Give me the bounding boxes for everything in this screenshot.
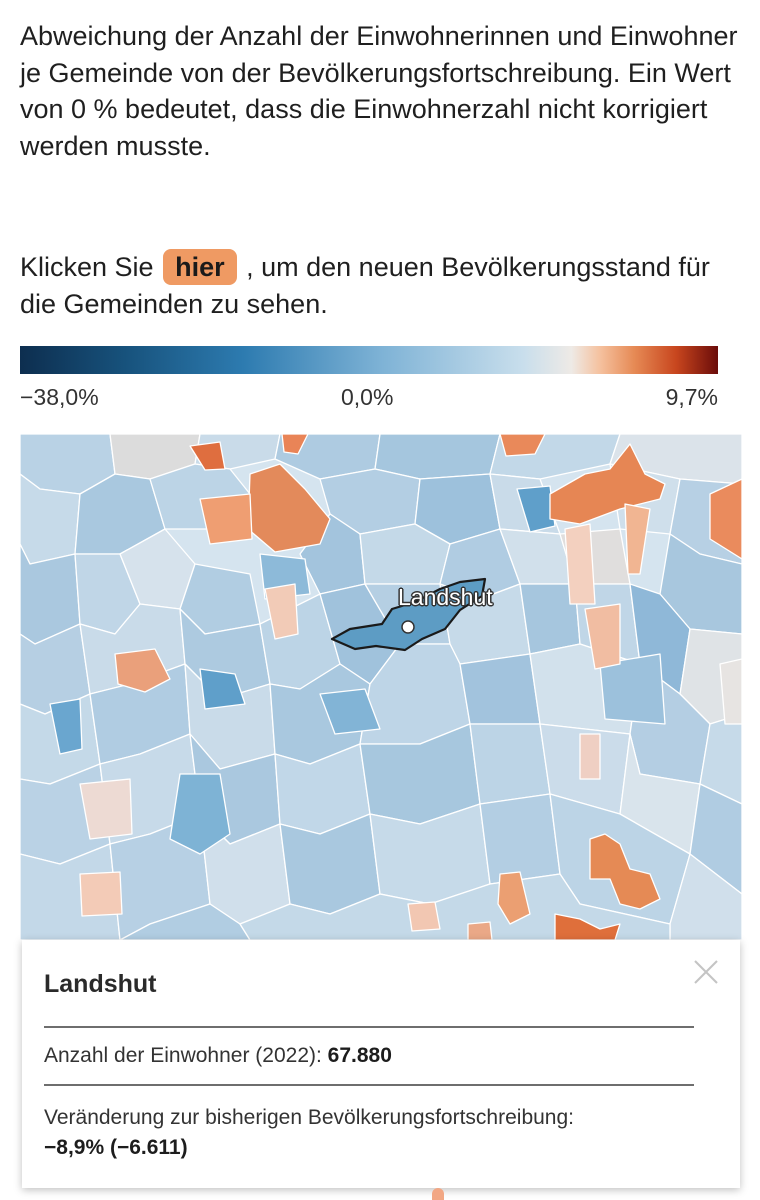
- legend-mid-label: 0,0%: [341, 384, 394, 410]
- municipality-area[interactable]: [79, 778, 133, 840]
- divider: [44, 1026, 694, 1028]
- map-city-label: Landshut: [398, 584, 493, 610]
- landshut-marker: [401, 620, 415, 634]
- municipality-area[interactable]: [49, 698, 83, 755]
- change-label: Veränderung zur bisherigen Bevölkerungsf…: [44, 1106, 574, 1129]
- municipality-area[interactable]: [599, 653, 666, 725]
- municipality-area[interactable]: [247, 463, 331, 553]
- municipality-area[interactable]: [584, 603, 621, 670]
- municipality-area[interactable]: [407, 901, 441, 932]
- municipality-area[interactable]: [281, 434, 309, 455]
- click-hint-prefix: Klicken Sie: [20, 252, 162, 282]
- map-description: Abweichung der Anzahl der Einwohnerinnen…: [20, 21, 738, 161]
- municipality-area[interactable]: [199, 493, 253, 545]
- municipality-area[interactable]: [374, 434, 501, 480]
- population-value: 67.880: [327, 1044, 392, 1067]
- hier-button[interactable]: hier: [163, 249, 237, 285]
- legend-min-label: −38,0%: [20, 384, 99, 410]
- scroll-indicator: [432, 1188, 444, 1200]
- municipality-area[interactable]: [719, 658, 742, 725]
- municipality-area[interactable]: [264, 583, 299, 640]
- municipality-area[interactable]: [499, 434, 546, 457]
- info-card: Landshut Anzahl der Einwohner (2022): 67…: [22, 940, 740, 1188]
- color-scale-bar: [20, 346, 718, 374]
- municipality-area[interactable]: [459, 653, 541, 725]
- info-card-title: Landshut: [44, 970, 157, 998]
- municipality-area[interactable]: [467, 921, 493, 940]
- click-hint-suffix: , um den neuen Bevölkerungsstand für die…: [20, 252, 710, 319]
- change-value: −8,9% (−6.611): [44, 1136, 188, 1159]
- municipality-area[interactable]: [579, 733, 601, 780]
- municipality-area[interactable]: [564, 523, 596, 605]
- municipality-area[interactable]: [169, 773, 231, 855]
- municipality-map-svg[interactable]: [20, 434, 742, 940]
- choropleth-map[interactable]: Landshut: [20, 434, 742, 940]
- municipality-area[interactable]: [554, 913, 621, 940]
- municipality-area[interactable]: [709, 478, 742, 560]
- municipality-area[interactable]: [669, 853, 742, 940]
- close-icon[interactable]: [692, 958, 720, 986]
- divider: [44, 1084, 694, 1086]
- municipality-area[interactable]: [469, 723, 551, 805]
- municipality-area[interactable]: [516, 485, 556, 533]
- municipality-area[interactable]: [319, 688, 381, 735]
- municipality-area[interactable]: [624, 503, 651, 575]
- click-hint: Klicken Sie hier , um den neuen Bevölker…: [20, 249, 740, 322]
- municipality-area[interactable]: [79, 871, 123, 917]
- municipality-area[interactable]: [549, 443, 666, 525]
- municipality-area[interactable]: [114, 648, 171, 693]
- municipality-area[interactable]: [199, 668, 246, 710]
- municipality-area[interactable]: [589, 833, 661, 910]
- population-row: Anzahl der Einwohner (2022): 67.880: [44, 1044, 392, 1068]
- population-label: Anzahl der Einwohner (2022):: [44, 1044, 328, 1067]
- municipality-area[interactable]: [689, 783, 742, 895]
- municipality-area[interactable]: [119, 903, 251, 940]
- municipality-area[interactable]: [479, 793, 561, 885]
- legend-max-label: 9,7%: [665, 384, 718, 410]
- landshut-area[interactable]: [330, 577, 487, 652]
- change-row: Veränderung zur bisherigen Bevölkerungsf…: [44, 1103, 704, 1163]
- municipality-area[interactable]: [189, 441, 226, 471]
- municipality-area[interactable]: [497, 871, 531, 925]
